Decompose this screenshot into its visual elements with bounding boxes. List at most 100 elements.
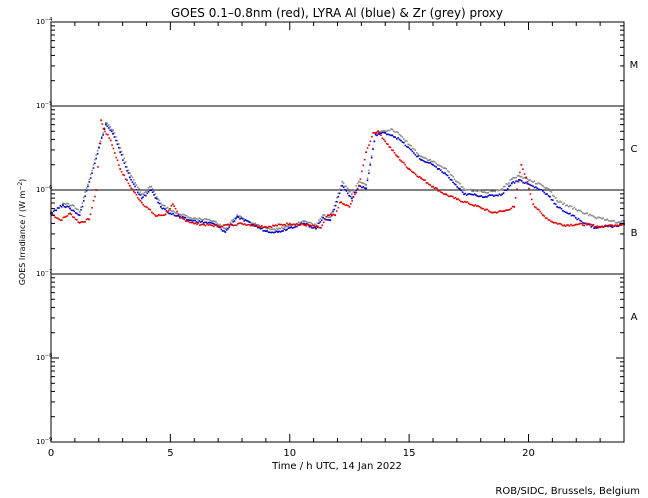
trace-dot bbox=[184, 214, 187, 217]
trace-dot bbox=[284, 226, 287, 228]
trace-dot bbox=[195, 218, 198, 220]
trace-dot bbox=[529, 179, 531, 181]
trace-dot bbox=[619, 224, 621, 227]
trace-dot bbox=[378, 133, 381, 135]
y-tick-base: 10 bbox=[36, 270, 45, 278]
trace-dot bbox=[349, 191, 352, 193]
trace-dot bbox=[207, 224, 210, 226]
trace-dot bbox=[381, 131, 384, 134]
trace-dot bbox=[595, 227, 598, 229]
trace-dot bbox=[154, 193, 157, 195]
trace-dot bbox=[571, 224, 574, 227]
trace-dot bbox=[165, 207, 168, 210]
trace-dot bbox=[255, 224, 257, 226]
trace-dot bbox=[461, 186, 464, 188]
trace-dot bbox=[317, 225, 319, 228]
trace-dot bbox=[87, 218, 89, 220]
trace-dot bbox=[187, 216, 189, 218]
trace-dot bbox=[221, 226, 224, 229]
trace-dot bbox=[428, 159, 430, 161]
trace-dot bbox=[173, 214, 176, 217]
trace-dot bbox=[298, 223, 301, 226]
trace-dot bbox=[403, 141, 405, 144]
trace-dot bbox=[177, 213, 180, 216]
data-point bbox=[159, 202, 162, 205]
trace-dot bbox=[572, 207, 574, 210]
trace-dot bbox=[332, 213, 335, 216]
trace-dot bbox=[310, 225, 313, 227]
trace-dot bbox=[77, 221, 80, 223]
trace-dot bbox=[369, 140, 372, 143]
data-point bbox=[563, 224, 566, 227]
trace-dot bbox=[238, 222, 240, 225]
trace-dot bbox=[466, 201, 469, 203]
x-tick-label: 20 bbox=[522, 448, 535, 459]
trace-dot bbox=[124, 161, 127, 163]
y-axis-label: GOES Irradiance / (W m−2) bbox=[17, 179, 27, 286]
trace-dot bbox=[203, 223, 205, 226]
trace-dot bbox=[601, 226, 604, 228]
credit-text: ROB/SIDC, Brussels, Belgium bbox=[495, 486, 640, 497]
trace-dot bbox=[411, 147, 414, 150]
trace-dot bbox=[578, 223, 580, 225]
trace-dot bbox=[562, 209, 564, 212]
trace-dot bbox=[304, 220, 307, 223]
trace-dot bbox=[350, 202, 352, 205]
trace-dot bbox=[266, 227, 269, 230]
trace-dot bbox=[300, 221, 303, 223]
trace-dot bbox=[508, 185, 510, 188]
flare-class-labels: M C B A bbox=[630, 60, 639, 323]
trace-dot bbox=[180, 214, 183, 216]
trace-dot bbox=[51, 212, 54, 214]
trace-dot bbox=[366, 177, 369, 180]
trace-dot bbox=[584, 222, 587, 225]
trace-dot bbox=[72, 209, 74, 212]
trace-dot bbox=[169, 207, 171, 210]
data-point bbox=[350, 193, 353, 196]
trace-dot bbox=[89, 177, 92, 179]
trace-dot bbox=[84, 195, 86, 198]
trace-dot bbox=[459, 188, 461, 190]
trace-dot bbox=[130, 174, 132, 177]
data-point bbox=[358, 180, 360, 183]
trace-dot bbox=[481, 207, 483, 210]
data-point bbox=[128, 176, 131, 179]
trace-dot bbox=[309, 225, 312, 228]
trace-dot bbox=[421, 178, 424, 181]
trace-dot bbox=[550, 191, 553, 193]
trace-dot bbox=[468, 188, 471, 191]
trace-dot bbox=[368, 144, 370, 146]
trace-dot bbox=[313, 223, 316, 226]
data-point bbox=[159, 205, 162, 208]
trace-dot bbox=[58, 207, 60, 209]
trace-dot bbox=[613, 219, 615, 222]
data-point bbox=[329, 215, 332, 218]
trace-dot bbox=[210, 224, 212, 226]
trace-dot bbox=[388, 129, 391, 132]
trace-dot bbox=[326, 219, 329, 221]
trace-dot bbox=[58, 218, 60, 221]
trace-dot bbox=[467, 193, 469, 196]
trace-dot bbox=[68, 204, 71, 207]
trace-dot bbox=[293, 223, 295, 226]
trace-dot bbox=[514, 197, 517, 199]
y-tick-base: 10 bbox=[36, 354, 45, 362]
trace-dot bbox=[493, 190, 495, 192]
data-point bbox=[78, 214, 81, 217]
trace-dot bbox=[456, 181, 459, 183]
trace-dot bbox=[336, 196, 338, 199]
trace-dot bbox=[526, 182, 529, 185]
trace-dot bbox=[185, 218, 188, 221]
trace-dot bbox=[102, 134, 104, 136]
trace-dot bbox=[115, 139, 117, 142]
trace-dot bbox=[225, 229, 228, 231]
trace-dot bbox=[469, 193, 472, 196]
trace-dot bbox=[91, 172, 93, 175]
trace-dot bbox=[263, 226, 266, 228]
trace-dot bbox=[557, 201, 560, 204]
trace-dot bbox=[232, 220, 235, 223]
data-point bbox=[276, 228, 279, 231]
trace-dot bbox=[497, 194, 499, 197]
trace-dot bbox=[338, 188, 341, 191]
trace-dot bbox=[548, 219, 551, 221]
